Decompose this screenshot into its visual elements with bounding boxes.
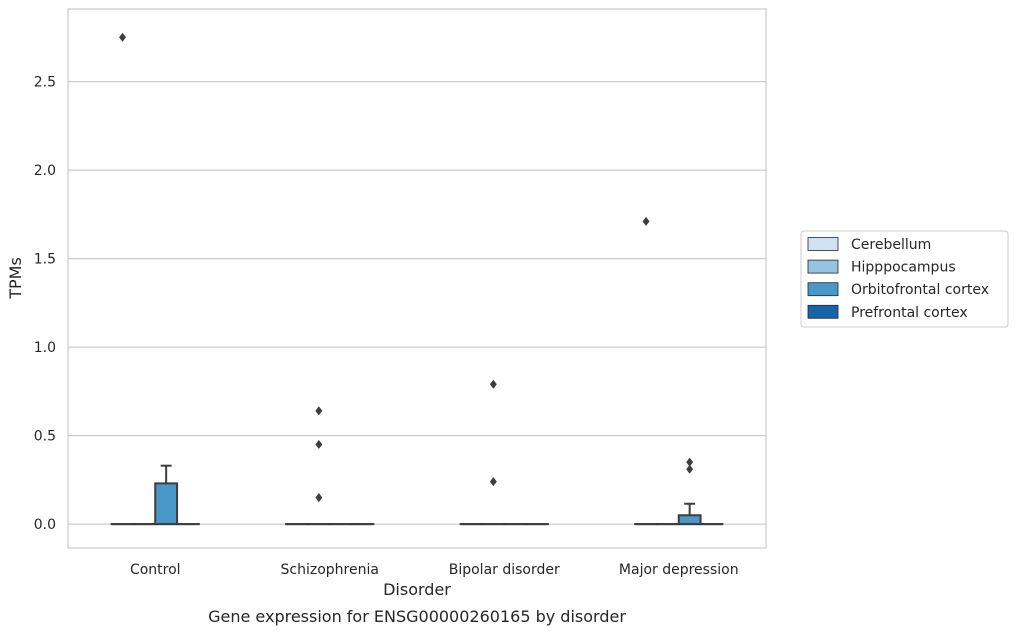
y-tick-label: 0.5 (34, 429, 56, 445)
y-tick-label: 1.0 (34, 340, 56, 356)
y-tick-label: 2.5 (34, 75, 56, 91)
outlier-point (315, 406, 323, 416)
legend-label: Orbitofrontal cortex (851, 282, 989, 298)
box (677, 514, 702, 526)
legend-label: Cerebellum (851, 237, 931, 253)
legend-swatch (807, 237, 839, 251)
outlier-point (119, 32, 127, 42)
legend-label: Hipppocampus (851, 260, 956, 276)
legend-swatch (807, 282, 839, 297)
legend-swatch (807, 259, 839, 274)
y-tick-label: 0.0 (34, 517, 56, 533)
legend: Cerebellum Hipppocampus Orbitofrontal cort… (800, 230, 1009, 328)
y-tick-label: 1.5 (34, 252, 56, 268)
x-tick-label: Major depression (619, 562, 739, 578)
outlier-point (686, 464, 694, 474)
box-group (677, 502, 702, 526)
box-group (154, 464, 179, 526)
y-axis-ticks: 0.0 0.5 1.0 1.5 2.0 2.5 (34, 75, 56, 534)
x-tick-label: Schizophrenia (281, 562, 379, 578)
plot-frame (67, 8, 767, 549)
chart-title: Gene expression for ENSG00000260165 by d… (208, 607, 626, 626)
outlier-point (686, 457, 694, 467)
box-plot-series (110, 464, 724, 526)
outlier-point (315, 492, 323, 503)
legend-frame (800, 230, 1009, 328)
outlier-point (489, 477, 497, 487)
grid-lines (68, 80, 766, 525)
x-axis-ticks: Control Schizophrenia Bipolar disorder Majo… (130, 562, 739, 578)
legend-label: Prefrontal cortex (851, 305, 968, 321)
outlier-point (642, 216, 650, 227)
outlier-point (489, 379, 497, 389)
legend-swatch (807, 304, 839, 319)
outlier-point (315, 439, 323, 450)
x-axis-label: Disorder (383, 580, 451, 599)
y-tick-label: 2.0 (34, 163, 56, 179)
x-tick-label: Control (130, 562, 181, 578)
outlier-markers (119, 32, 694, 503)
y-axis-label: TPMs (6, 257, 25, 300)
x-tick-label: Bipolar disorder (449, 562, 560, 578)
box (154, 482, 179, 526)
